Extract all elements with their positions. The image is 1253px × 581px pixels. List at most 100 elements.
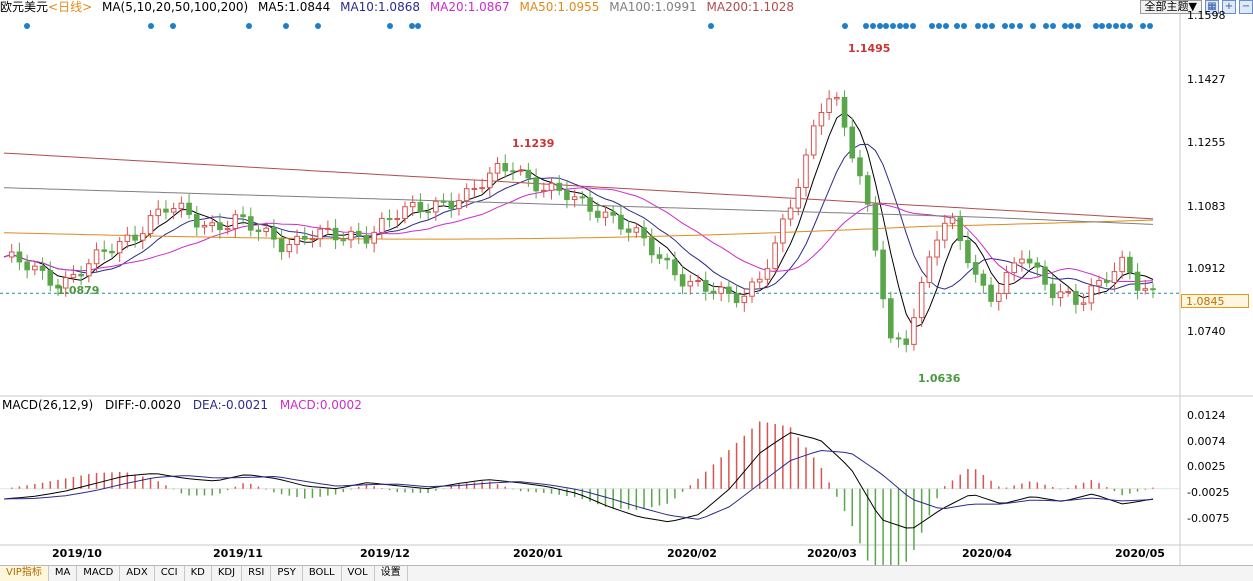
indicator-tab-bar: VIP指标 MA MACD ADX CCI KD KDJ RSI PSY BOL… (0, 565, 1253, 581)
tab-kdj[interactable]: KDJ (212, 566, 243, 581)
candle-body (409, 201, 416, 208)
macd-params[interactable]: MACD(26,12,9) (2, 398, 94, 412)
event-dot (148, 23, 154, 29)
candle-body (317, 228, 323, 240)
tab-vol[interactable]: VOL (342, 566, 375, 581)
theme-dropdown[interactable]: 全部主题▼ (1139, 0, 1202, 14)
tab-adx[interactable]: ADX (120, 566, 155, 581)
event-dot (1062, 23, 1068, 29)
macd-tick: -0.0025 (1187, 486, 1230, 499)
event-dot (1147, 23, 1153, 29)
candle-body (363, 234, 370, 244)
tab-cci[interactable]: CCI (155, 566, 185, 581)
candle-body (1042, 266, 1048, 285)
event-dot (982, 23, 988, 29)
low-label-1: 1.0879 (57, 284, 100, 297)
tab-psy[interactable]: PSY (271, 566, 303, 581)
candle-body (564, 189, 570, 201)
tab-macd[interactable]: MACD (77, 566, 121, 581)
candle-body (818, 111, 825, 127)
event-dot (1075, 23, 1081, 29)
candle-body (618, 214, 624, 230)
candle-body (687, 280, 694, 287)
candle-body (541, 189, 547, 192)
candle-body (702, 280, 709, 292)
candle-body (1019, 258, 1025, 264)
candle-body (556, 182, 563, 191)
candle-body (487, 172, 493, 189)
candle-body (1134, 271, 1141, 291)
tab-settings[interactable]: 设置 (375, 566, 408, 581)
event-dot (1140, 23, 1146, 29)
plus-icon[interactable]: + (1222, 0, 1236, 14)
x-axis-label: 2020/05 (1115, 547, 1165, 560)
candle-body (8, 251, 15, 258)
candle-body (641, 227, 647, 239)
candle-body (278, 238, 285, 253)
candle-body (471, 187, 478, 190)
candle-body (1073, 291, 1079, 305)
macd-header: MACD(26,12,9) DIFF:-0.0020 DEA:-0.0021 M… (2, 398, 370, 412)
candle-body (849, 126, 856, 159)
candle-body (340, 239, 347, 242)
tab-vip[interactable]: VIP指标 (0, 566, 49, 581)
candle-body (232, 214, 239, 229)
candle-body (988, 284, 994, 302)
event-dot (1009, 23, 1015, 29)
candle-body (255, 229, 262, 233)
high-label-2: 1.1495 (848, 42, 891, 55)
candle-body (1026, 258, 1033, 264)
diff-value: DIFF:-0.0020 (104, 398, 181, 412)
high-label-1: 1.1239 (512, 137, 555, 150)
candle-body (178, 202, 185, 210)
event-dot (409, 23, 415, 29)
period-selector[interactable]: <日线> (48, 0, 93, 14)
candle-body (895, 337, 902, 340)
candle-body (795, 186, 802, 209)
event-dot (929, 23, 935, 29)
minus-icon[interactable]: − (1239, 0, 1253, 14)
candle-body (155, 208, 162, 217)
candle-body (594, 210, 601, 218)
event-dot (24, 23, 30, 29)
candle-body (140, 233, 146, 241)
candle-body (826, 98, 832, 113)
candle-body (147, 215, 154, 235)
candle-body (1142, 288, 1149, 291)
price-tick: 1.1598 (1187, 9, 1226, 22)
candle-body (872, 203, 879, 251)
ma100-value: MA100:1.0991 (609, 0, 697, 14)
candle-body (672, 259, 678, 276)
tab-rsi[interactable]: RSI (242, 566, 272, 581)
event-dot (708, 23, 714, 29)
candle-body (247, 216, 254, 231)
event-dot (246, 23, 252, 29)
event-dot (870, 23, 876, 29)
candle-body (695, 280, 701, 283)
event-dot (315, 23, 321, 29)
candle-body (517, 169, 524, 172)
candle-body (857, 157, 863, 177)
candle-body (548, 182, 555, 191)
candle-body (440, 200, 447, 203)
ma50-line (3, 219, 1154, 240)
ma-params[interactable]: MA(5,10,20,50,100,200) (101, 0, 249, 14)
tab-kd[interactable]: KD (185, 566, 212, 581)
event-dot (863, 23, 869, 29)
event-dot (283, 23, 289, 29)
candle-body (433, 200, 439, 213)
candle-body (309, 238, 316, 241)
candle-body (55, 284, 61, 289)
dea-value: DEA:-0.0021 (192, 398, 268, 412)
candle-body (864, 175, 871, 205)
tab-boll[interactable]: BOLL (303, 566, 342, 581)
candle-body (995, 292, 1002, 302)
grid-icon[interactable]: ▦ (1205, 0, 1219, 14)
price-tick: 1.1083 (1187, 200, 1226, 213)
instrument-name[interactable]: 欧元美元 (0, 0, 49, 14)
tab-ma[interactable]: MA (49, 566, 78, 581)
candle-body (941, 222, 948, 241)
candle-body (579, 196, 586, 199)
candle-body (39, 265, 46, 271)
candle-body (1011, 262, 1017, 274)
